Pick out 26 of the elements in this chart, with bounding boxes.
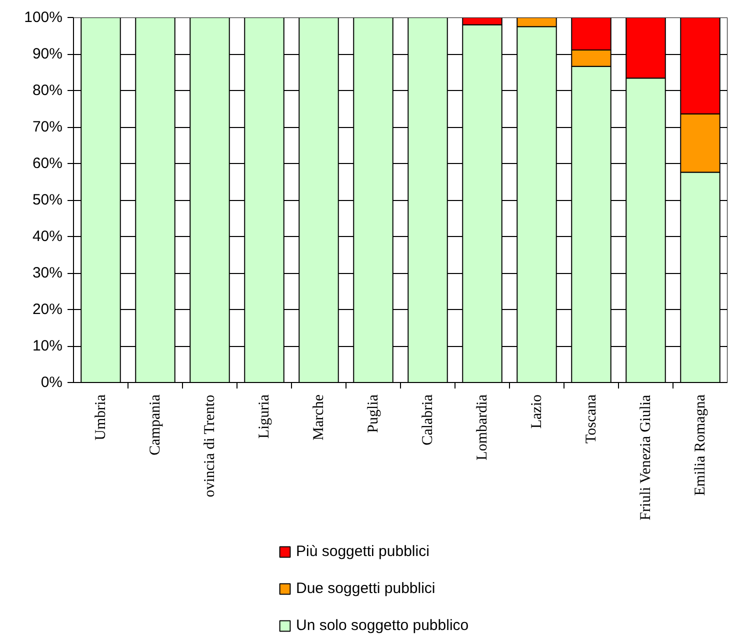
y-tick-label: 20% [32,301,63,318]
x-tick-label: ovincia di Trento [202,394,218,498]
y-tick-label: 30% [32,264,63,282]
legend-label: Più soggetti pubblici [296,543,430,560]
y-tick-label: 50% [32,192,63,208]
y-tick-label: 40% [32,228,63,245]
y-tick-label: 0% [40,374,63,391]
y-tick-label: 70% [32,118,63,136]
x-tick-label: Liguria [256,394,272,439]
legend-label: Due soggetti pubblici [296,580,436,597]
y-tick-label: 90% [32,46,63,62]
x-tick-label: Marche [310,394,327,440]
x-tick-label: Toscana [583,394,600,444]
y-tick-label: 60% [32,155,63,172]
x-tick-label: Emilia Romagna [692,394,708,496]
y-tick-label: 100% [24,9,63,26]
x-tick-label: Lazio [528,394,545,429]
x-tick-label: Friuli Venezia Giulia [638,394,654,520]
y-tick-label: 80% [32,82,63,99]
x-tick-label: Calabria [420,394,436,446]
y-tick-label: 10% [32,338,63,354]
x-tick-label: Lombardia [474,394,490,460]
x-tick-label: Umbria [92,394,109,440]
legend-label: Un solo soggetto pubblico [296,617,469,634]
x-tick-label: Campania [147,394,164,456]
x-tick-label: Puglia [365,394,382,433]
